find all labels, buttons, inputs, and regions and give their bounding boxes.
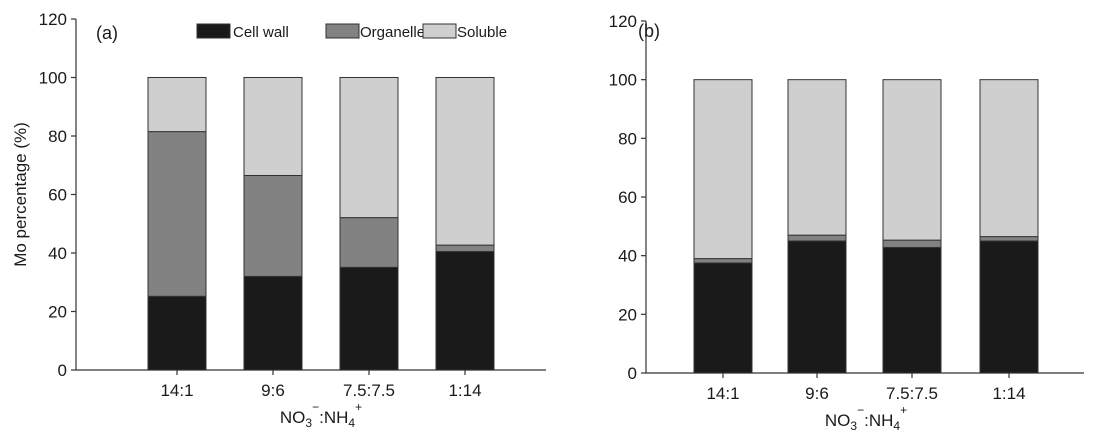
bar-segment-cell-wall (243, 275, 303, 371)
panel-label: (a) (96, 23, 118, 43)
bar-segment-cell-wall (787, 240, 847, 374)
bar-segment-cell-wall (693, 262, 753, 374)
bar-segment-soluble (979, 79, 1039, 238)
x-tick-label: 14:1 (160, 381, 193, 400)
bar-segment-soluble (435, 77, 495, 246)
bar-segment-cell-wall (882, 246, 942, 374)
bar-segment-organelle (147, 131, 207, 297)
x-title-sup: − (312, 400, 319, 414)
bar-segment-soluble (882, 79, 942, 241)
bar-segment-cell-wall (979, 240, 1039, 374)
x-tick-label: 1:14 (448, 381, 481, 400)
y-tick-label: 100 (609, 71, 637, 90)
x-title-sup: + (355, 400, 362, 414)
y-tick-label: 20 (618, 305, 637, 324)
legend-swatch-soluble (422, 23, 457, 39)
y-tick-label: 40 (48, 244, 67, 263)
y-tick-label: 0 (628, 364, 637, 383)
chart-panel-a: 0 20 40 60 80 100 120 14:1 9:6 7.5:7.5 1:14 (a) Mo p… (11, 10, 546, 430)
y-tick-label: 60 (618, 188, 637, 207)
x-tick-label: 9:6 (805, 384, 829, 403)
legend-swatch-cell-wall (196, 23, 231, 39)
y-tick-label: 60 (48, 186, 67, 205)
bar-segment-cell-wall (339, 266, 399, 371)
bar-segment-cell-wall (147, 295, 207, 371)
legend-label: Organelle (360, 24, 425, 41)
x-title-sup: − (857, 403, 864, 417)
x-title-part: NO (825, 411, 851, 430)
bar-segment-organelle (243, 174, 303, 277)
x-tick-label: 7.5:7.5 (343, 381, 395, 400)
x-title-part: :NH (864, 411, 893, 430)
y-tick-label: 80 (618, 129, 637, 148)
y-axis-title: Mo percentage (%) (11, 122, 30, 267)
x-title-part: NO (280, 408, 306, 427)
x-title-sub: 3 (305, 416, 312, 430)
bar-segment-organelle (339, 217, 399, 268)
bar-segment-soluble (147, 77, 207, 133)
x-axis-title: NO3−:NH4+ (280, 400, 362, 430)
y-tick-label: 120 (609, 12, 637, 31)
bar-segment-soluble (693, 79, 753, 260)
bar-segment-cell-wall (435, 251, 495, 371)
bar-segment-organelle (882, 239, 942, 248)
legend: Cell wall Organelle Soluble (196, 23, 507, 41)
x-title-sub: 4 (893, 419, 900, 432)
x-title-sup: + (900, 403, 907, 417)
y-tick-label: 0 (58, 361, 67, 380)
y-tick-label: 120 (39, 10, 67, 29)
legend-label: Soluble (457, 24, 507, 41)
x-title-part: :NH (319, 408, 348, 427)
x-tick-label: 1:14 (992, 384, 1025, 403)
chart-panel-b: 0 20 40 60 80 100 120 14:1 9:6 7.5:7.5 1:14 (b) NO3−… (609, 12, 1084, 432)
bar-segment-soluble (339, 77, 399, 219)
x-title-sub: 3 (850, 419, 857, 432)
bar-segment-organelle (787, 234, 847, 242)
x-title-sub: 4 (348, 416, 355, 430)
legend-label: Cell wall (233, 24, 289, 41)
x-tick-label: 14:1 (706, 384, 739, 403)
y-tick-label: 20 (48, 303, 67, 322)
bar-segment-organelle (693, 258, 753, 264)
panel-label: (b) (638, 21, 660, 41)
y-tick-label: 100 (39, 69, 67, 88)
bar-segment-soluble (787, 79, 847, 236)
x-tick-label: 9:6 (261, 381, 285, 400)
legend-swatch-organelle (325, 23, 360, 39)
bar-segment-soluble (243, 77, 303, 176)
bar-segment-organelle (979, 236, 1039, 242)
x-tick-label: 7.5:7.5 (886, 384, 938, 403)
y-tick-label: 80 (48, 127, 67, 146)
y-tick-label: 40 (618, 247, 637, 266)
bar-segment-organelle (435, 244, 495, 253)
x-axis-title: NO3−:NH4+ (825, 403, 907, 432)
